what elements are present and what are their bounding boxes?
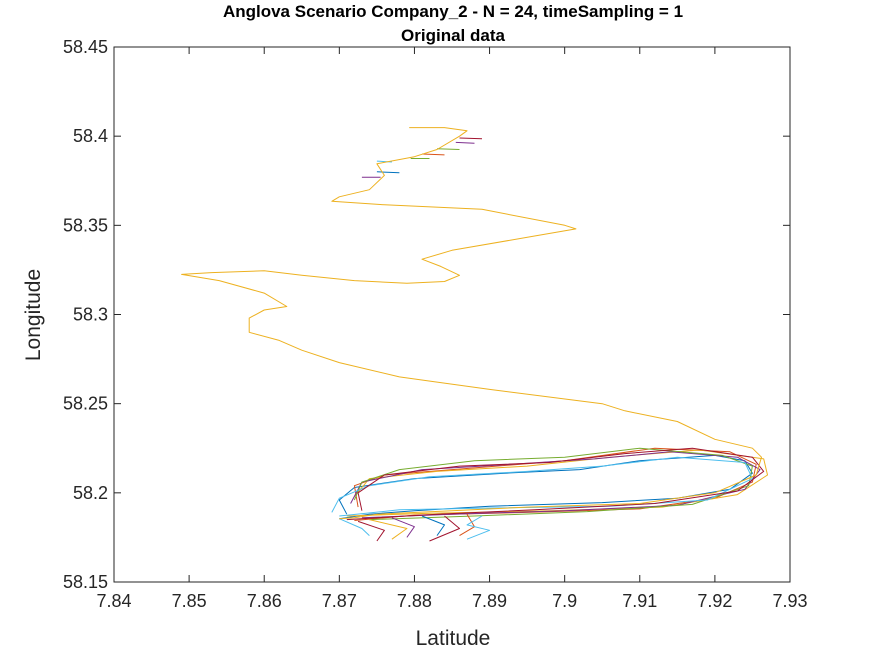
- track-main-route: [181, 127, 762, 520]
- x-tick-label: 7.84: [96, 591, 131, 611]
- track-loop-5: [353, 447, 753, 521]
- x-tick-label: 7.89: [472, 591, 507, 611]
- y-tick-label: 58.45: [63, 37, 108, 57]
- track-tail-south-5: [421, 515, 445, 536]
- y-tick-label: 58.35: [63, 215, 108, 235]
- x-tick-label: 7.93: [772, 591, 807, 611]
- track-tail-north-5: [376, 171, 400, 174]
- axes: 7.84 7.85 7.86 7.87 7.88 7.89 7.9 7.91 7.92 7.93 5…: [63, 37, 808, 611]
- y-tick-label: 58.4: [73, 126, 108, 146]
- x-tick-label: 7.88: [397, 591, 432, 611]
- track-tail-south-6: [429, 515, 460, 542]
- chart-title: Anglova Scenario Company_2 - N = 24, tim…: [223, 2, 683, 21]
- track-tail-south-4: [391, 517, 415, 538]
- track-tail-north-1: [459, 137, 483, 140]
- track-loop-7: [346, 447, 765, 521]
- track-tail-north-2: [455, 141, 475, 144]
- x-tick-label: 7.92: [697, 591, 732, 611]
- y-axis-label: Longitude: [22, 269, 45, 361]
- x-tick-label: 7.86: [247, 591, 282, 611]
- track-tail-south-1: [339, 518, 370, 536]
- chart-subtitle: Original data: [401, 26, 505, 45]
- x-tick-label: 7.91: [622, 591, 657, 611]
- track-tail-north-3: [436, 148, 460, 150]
- y-tick-label: 58.3: [73, 305, 108, 325]
- track-tail-south-3: [369, 519, 408, 540]
- y-tick-label: 58.25: [63, 394, 108, 414]
- x-axis-label: Latitude: [416, 627, 491, 650]
- y-tick-label: 58.15: [63, 572, 108, 592]
- track-loop-4: [350, 451, 761, 519]
- y-tick-label: 58.2: [73, 483, 108, 503]
- track-tail-south-2: [357, 520, 385, 542]
- plot-area: [181, 127, 768, 542]
- x-tick-label: 7.9: [552, 591, 577, 611]
- track-tail-south-8: [466, 515, 491, 540]
- x-tick-label: 7.85: [172, 591, 207, 611]
- track-tail-north-4: [421, 153, 445, 156]
- x-tick-label: 7.87: [322, 591, 357, 611]
